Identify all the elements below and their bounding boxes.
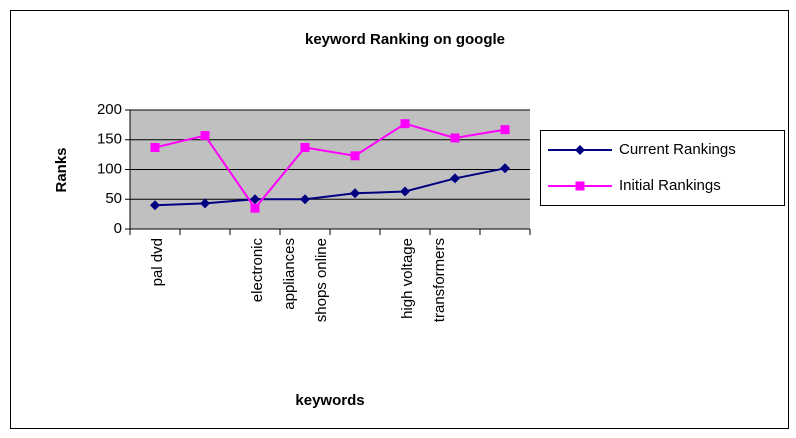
- legend-marker: [575, 145, 585, 155]
- series-line: [154, 167, 506, 207]
- data-point: [150, 200, 160, 211]
- data-point: [400, 119, 410, 129]
- y-tick-label: 200: [97, 101, 122, 118]
- y-tick-label: 150: [97, 131, 122, 148]
- data-point: [450, 173, 460, 184]
- x-tick-label: pal dvd: [149, 238, 166, 286]
- y-tick-label: 0: [114, 220, 122, 237]
- data-point: [250, 194, 260, 205]
- data-point: [200, 131, 210, 141]
- series-line: [154, 122, 506, 210]
- data-point: [500, 163, 510, 174]
- legend-label: Current Rankings: [619, 141, 736, 158]
- data-point: [300, 194, 310, 205]
- data-point: [200, 198, 210, 209]
- data-point: [350, 151, 360, 161]
- x-tick-label: electronic appliances shops online: [249, 238, 330, 323]
- y-tick-label: 100: [97, 160, 122, 177]
- x-tick-label: high voltage transformers: [399, 238, 448, 322]
- data-point: [350, 188, 360, 199]
- data-point: [300, 142, 310, 152]
- data-point: [150, 142, 160, 152]
- chart-title: keyword Ranking on google: [305, 31, 505, 48]
- legend-marker: [575, 181, 585, 191]
- data-point: [450, 133, 460, 143]
- y-tick-label: 50: [105, 190, 122, 207]
- data-point: [400, 186, 410, 197]
- x-axis-label: keywords: [295, 392, 364, 409]
- legend: [540, 130, 785, 206]
- data-point: [250, 203, 260, 213]
- legend-label: Initial Rankings: [619, 177, 721, 194]
- y-axis-label: Ranks: [53, 147, 70, 192]
- data-point: [500, 125, 510, 135]
